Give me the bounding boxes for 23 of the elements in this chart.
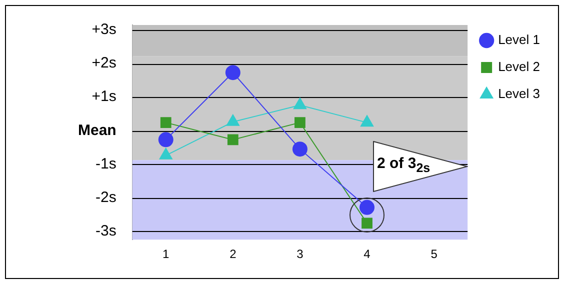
x-tick-label: 2 [230,247,237,262]
legend-label: Level 3 [498,86,540,102]
y-tick-label: +1s [92,88,116,106]
legend-label: Level 1 [498,32,540,48]
y-tick-label: +3s [92,21,116,38]
point [362,218,372,229]
x-tick-label: 1 [162,247,170,262]
y-tick-label: Mean [78,122,116,139]
point [227,134,238,146]
x-tick-label: 3 [296,247,304,262]
point [294,117,306,128]
point [160,117,172,128]
point [158,132,174,148]
x-tick-label: 5 [430,247,438,262]
legend-label: Level 2 [498,59,540,74]
y-tick-label: -3s [96,222,116,240]
point [292,142,308,157]
point [225,65,240,80]
y-tick-label: +2s [92,54,116,72]
y-tick-label: -2s [96,188,116,206]
y-tick-label: -1s [96,155,116,172]
x-tick-label: 4 [364,247,371,262]
annotation: 2 of 3$_{2s}$ [377,155,430,176]
